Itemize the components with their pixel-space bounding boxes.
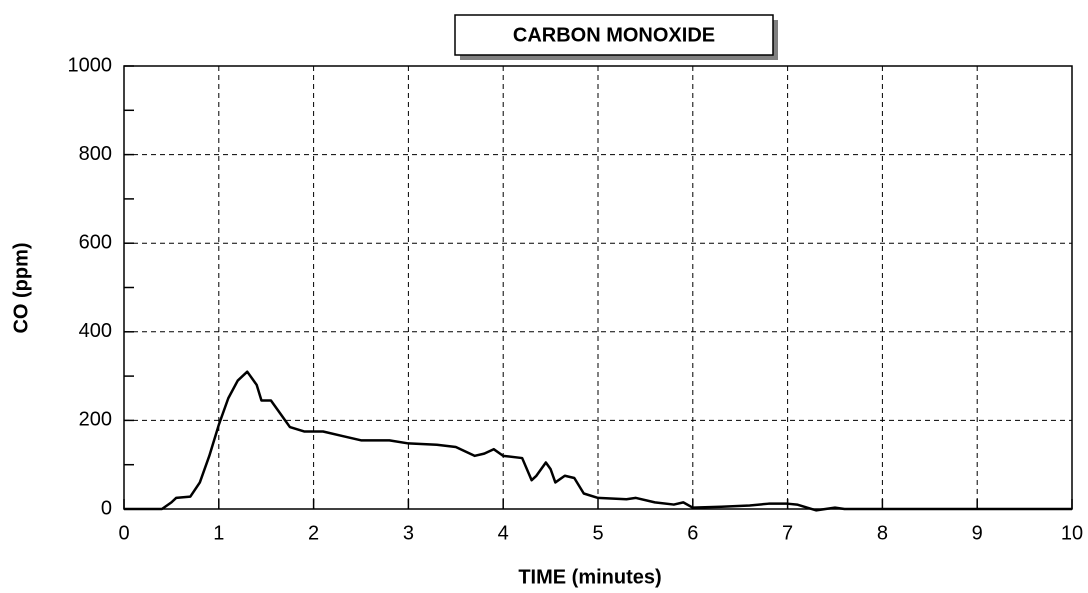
x-tick-label: 2 — [308, 522, 319, 544]
y-tick-label: 1000 — [68, 54, 113, 76]
x-tick-label: 8 — [877, 522, 888, 544]
x-tick-label: 6 — [687, 522, 698, 544]
x-axis-label: TIME (minutes) — [518, 566, 661, 588]
x-tick-label: 9 — [972, 522, 983, 544]
x-tick-label: 3 — [403, 522, 414, 544]
y-tick-label: 600 — [79, 231, 112, 253]
title-box — [454, 14, 774, 56]
x-tick-label: 4 — [498, 522, 509, 544]
x-tick-label: 0 — [118, 522, 129, 544]
x-tick-label: 1 — [213, 522, 224, 544]
x-tick-label: 5 — [592, 522, 603, 544]
y-tick-label: 800 — [79, 143, 112, 165]
plot-frame — [123, 65, 1073, 510]
y-tick-label: 200 — [79, 409, 112, 431]
y-tick-label: 400 — [79, 320, 112, 342]
x-tick-label: 10 — [1061, 522, 1083, 544]
data-line — [124, 370, 1072, 512]
chart-title: CARBON MONOXIDE — [513, 24, 715, 46]
y-axis-label: CO (ppm) — [10, 242, 32, 333]
y-tick-label: 0 — [101, 497, 112, 519]
x-tick-label: 7 — [782, 522, 793, 544]
